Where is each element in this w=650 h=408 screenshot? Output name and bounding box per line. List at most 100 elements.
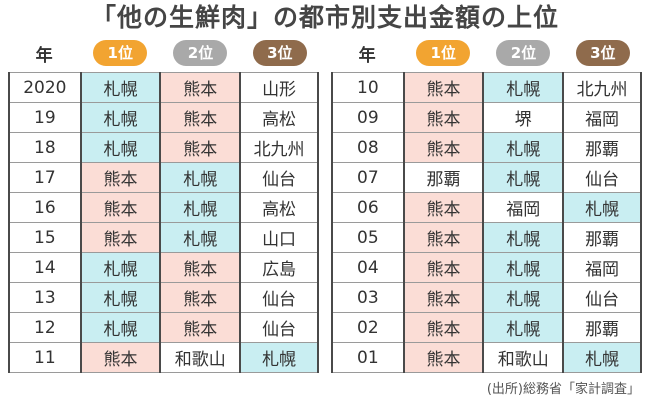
rank-2-city-cell: 札幌 <box>482 162 564 193</box>
rank-3-city-cell: 那覇 <box>562 222 642 253</box>
year-cell: 02 <box>331 312 404 343</box>
table-row: 11 熊本 和歌山 札幌 <box>8 342 319 373</box>
rank-2-city-cell: 熊本 <box>159 252 241 283</box>
rank-2-badge: 2位 <box>173 40 228 66</box>
rank-1-city-cell: 熊本 <box>402 192 484 223</box>
table-row: 13 札幌 熊本 仙台 <box>8 282 319 313</box>
rank-3-city-cell: 高松 <box>239 192 319 223</box>
rank-1-city-cell: 熊本 <box>402 132 484 163</box>
rank-2-city-cell: 福岡 <box>482 192 564 223</box>
panel-header: 年 1位 2位 3位 <box>8 38 319 68</box>
table-row: 10 熊本 札幌 北九州 <box>331 72 642 103</box>
rank-1-city-cell: 熊本 <box>402 342 484 373</box>
rank-2-city-cell: 札幌 <box>482 222 564 253</box>
rank-1-city-cell: 熊本 <box>79 222 161 253</box>
ranking-tables-container: 年 1位 2位 3位 2020 札幌 熊本 山形 19 札幌 熊本 高松 18 札幌 熊本 北九州 17 熊本 札幌… <box>0 38 650 373</box>
table-row: 2020 札幌 熊本 山形 <box>8 72 319 103</box>
year-cell: 10 <box>331 72 404 103</box>
table-row: 04 熊本 札幌 福岡 <box>331 252 642 283</box>
rank-3-city-cell: 北九州 <box>562 72 642 103</box>
rank-1-city-cell: 札幌 <box>79 132 161 163</box>
rank-2-city-cell: 堺 <box>482 102 564 133</box>
rank-3-badge: 3位 <box>575 40 630 66</box>
rank-2-city-cell: 札幌 <box>482 252 564 283</box>
rank-2-city-cell: 和歌山 <box>159 342 241 373</box>
rank-3-city-cell: 那覇 <box>562 132 642 163</box>
year-cell: 17 <box>8 162 81 193</box>
year-cell: 2020 <box>8 72 81 103</box>
rank-1-city-cell: 札幌 <box>79 252 161 283</box>
rank-1-city-cell: 熊本 <box>79 162 161 193</box>
table-row: 06 熊本 福岡 札幌 <box>331 192 642 223</box>
rank-1-city-cell: 熊本 <box>402 282 484 313</box>
rank-3-city-cell: 札幌 <box>239 342 319 373</box>
rank-1-city-cell: 熊本 <box>402 312 484 343</box>
table-row: 16 熊本 札幌 高松 <box>8 192 319 223</box>
year-cell: 08 <box>331 132 404 163</box>
rank-3-city-cell: 札幌 <box>562 342 642 373</box>
rank-1-city-cell: 熊本 <box>79 192 161 223</box>
ranking-table: 2020 札幌 熊本 山形 19 札幌 熊本 高松 18 札幌 熊本 北九州 17 熊本 札幌 仙台 16 熊本札… <box>8 72 319 373</box>
rank-2-badge: 2位 <box>496 40 551 66</box>
table-row: 18 札幌 熊本 北九州 <box>8 132 319 163</box>
table-row: 09 熊本堺福岡 <box>331 102 642 133</box>
year-column-header: 年 <box>35 45 53 66</box>
rank-2-city-cell: 札幌 <box>482 72 564 103</box>
rank-3-city-cell: 札幌 <box>562 192 642 223</box>
rank-3-city-cell: 仙台 <box>239 282 319 313</box>
panel-header: 年 1位 2位 3位 <box>331 38 642 68</box>
rank-3-city-cell: 仙台 <box>562 282 642 313</box>
table-row: 08 熊本 札幌 那覇 <box>331 132 642 163</box>
rank-3-city-cell: 北九州 <box>239 132 319 163</box>
year-cell: 04 <box>331 252 404 283</box>
rank-3-city-cell: 福岡 <box>562 252 642 283</box>
year-cell: 11 <box>8 342 81 373</box>
rank-3-city-cell: 仙台 <box>562 162 642 193</box>
table-row: 15 熊本 札幌 山口 <box>8 222 319 253</box>
rank-2-city-cell: 熊本 <box>159 102 241 133</box>
table-row: 17 熊本 札幌 仙台 <box>8 162 319 193</box>
ranking-panel-1: 年 1位 2位 3位 2020 札幌 熊本 山形 19 札幌 熊本 高松 18 札幌 熊本 北九州 17 熊本 札幌… <box>8 38 319 373</box>
table-row: 01 熊本 和歌山 札幌 <box>331 342 642 373</box>
year-cell: 16 <box>8 192 81 223</box>
rank-column-header: 3位 <box>241 40 319 66</box>
year-column-header: 年 <box>358 45 376 66</box>
rank-1-city-cell: 熊本 <box>402 72 484 103</box>
rank-1-city-cell: 熊本 <box>402 102 484 133</box>
rank-2-city-cell: 札幌 <box>159 162 241 193</box>
year-cell: 06 <box>331 192 404 223</box>
rank-2-city-cell: 札幌 <box>482 132 564 163</box>
rank-column-header: 1位 <box>80 40 160 66</box>
year-cell: 07 <box>331 162 404 193</box>
rank-1-city-cell: 熊本 <box>402 252 484 283</box>
rank-1-badge: 1位 <box>416 40 471 66</box>
rank-2-city-cell: 熊本 <box>159 282 241 313</box>
rank-1-city-cell: 熊本 <box>79 342 161 373</box>
rank-3-city-cell: 山形 <box>239 72 319 103</box>
rank-column-header: 3位 <box>564 40 642 66</box>
rank-3-city-cell: 那覇 <box>562 312 642 343</box>
year-cell: 09 <box>331 102 404 133</box>
year-cell: 12 <box>8 312 81 343</box>
year-cell: 13 <box>8 282 81 313</box>
rank-2-city-cell: 札幌 <box>159 192 241 223</box>
rank-2-city-cell: 熊本 <box>159 312 241 343</box>
rank-3-city-cell: 山口 <box>239 222 319 253</box>
rank-3-city-cell: 仙台 <box>239 162 319 193</box>
page-title: 「他の生鮮肉」の都市別支出金額の上位 <box>90 3 559 32</box>
source-note: (出所)総務省「家計調査」 <box>486 382 640 397</box>
rank-3-city-cell: 高松 <box>239 102 319 133</box>
ranking-panel-2: 年 1位 2位 3位 10 熊本 札幌 北九州 09 熊本堺福岡 08 熊本 札幌 那覇 07 那覇 札幌 仙台 0… <box>331 38 642 373</box>
ranking-table: 10 熊本 札幌 北九州 09 熊本堺福岡 08 熊本 札幌 那覇 07 那覇 札幌 仙台 06 熊本 福岡 札幌… <box>331 72 642 373</box>
table-row: 07 那覇 札幌 仙台 <box>331 162 642 193</box>
rank-3-city-cell: 仙台 <box>239 312 319 343</box>
rank-3-city-cell: 福岡 <box>562 102 642 133</box>
table-row: 03 熊本 札幌 仙台 <box>331 282 642 313</box>
year-cell: 01 <box>331 342 404 373</box>
rank-2-city-cell: 札幌 <box>482 312 564 343</box>
year-cell: 19 <box>8 102 81 133</box>
table-row: 05 熊本 札幌 那覇 <box>331 222 642 253</box>
rank-1-city-cell: 札幌 <box>79 312 161 343</box>
rank-3-city-cell: 広島 <box>239 252 319 283</box>
